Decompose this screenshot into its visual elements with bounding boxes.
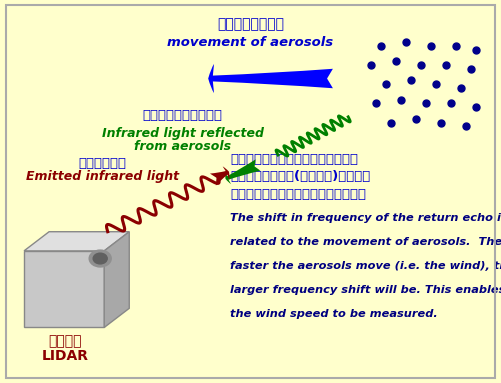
Text: 發射的紅外光: 發射的紅外光 (79, 157, 127, 170)
Text: 回波頻率的偏移與懸浮粒子的移動有: 回波頻率的偏移與懸浮粒子的移動有 (230, 153, 358, 166)
Polygon shape (104, 232, 129, 327)
Text: from aerosols: from aerosols (134, 140, 231, 153)
Text: 的偏移越大。利用這原理可測出風速。: 的偏移越大。利用這原理可測出風速。 (230, 188, 366, 201)
Text: Emitted infrared light: Emitted infrared light (26, 170, 179, 183)
Text: 懸浮粒子移動方向: 懸浮粒子移動方向 (217, 17, 284, 31)
Text: 懸浮粒子反射的紅外光: 懸浮粒子反射的紅外光 (143, 109, 223, 122)
Text: Infrared light reflected: Infrared light reflected (102, 127, 264, 140)
Text: The shift in frequency of the return echo is: The shift in frequency of the return ech… (230, 213, 501, 223)
Text: 激光雷達: 激光雷達 (49, 334, 82, 348)
Text: larger frequency shift will be. This enables: larger frequency shift will be. This ena… (230, 285, 501, 295)
Text: LIDAR: LIDAR (42, 349, 89, 363)
Circle shape (89, 250, 111, 267)
Text: movement of aerosols: movement of aerosols (167, 36, 334, 49)
Text: related to the movement of aerosols.  The: related to the movement of aerosols. The (230, 237, 501, 247)
Text: 關。粒子移動越快(即風越大)，則頻率: 關。粒子移動越快(即風越大)，則頻率 (230, 170, 371, 183)
Text: the wind speed to be measured.: the wind speed to be measured. (230, 309, 438, 319)
Circle shape (93, 253, 107, 264)
Polygon shape (24, 232, 129, 251)
Text: faster the aerosols move (i.e. the wind), the: faster the aerosols move (i.e. the wind)… (230, 261, 501, 271)
Polygon shape (24, 251, 104, 327)
